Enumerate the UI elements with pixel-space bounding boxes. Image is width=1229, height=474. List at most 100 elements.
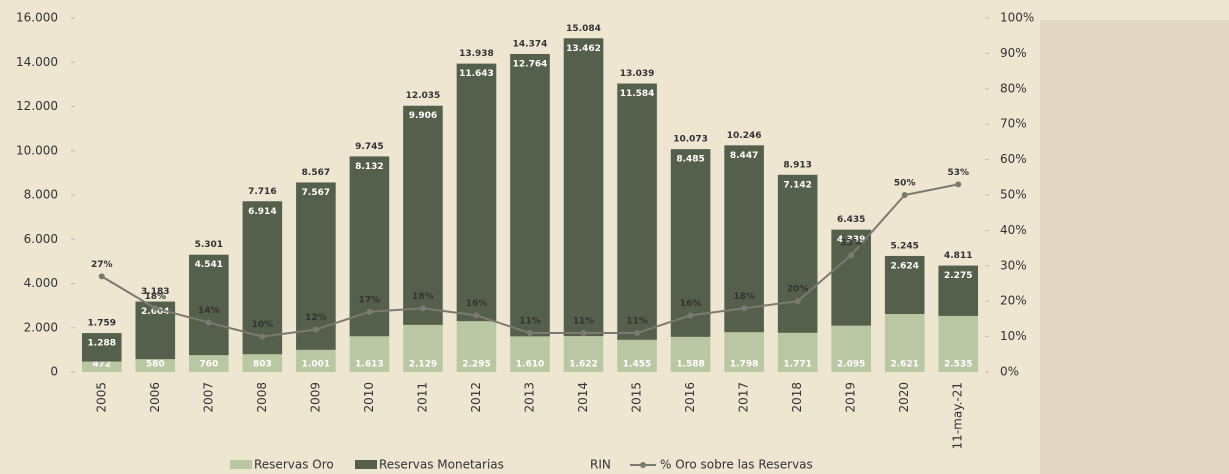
bar-label: 2.275 <box>944 271 972 281</box>
bar-segment <box>617 84 657 340</box>
y2-tick-label: 40% <box>1000 223 1027 237</box>
bar-segment <box>457 64 497 322</box>
line-label: 33% <box>840 239 862 249</box>
y2-tick-label: 10% <box>1000 329 1027 343</box>
y2-tick-label: 60% <box>1000 152 1027 166</box>
y-tick-label: 16.000 <box>16 11 58 25</box>
line-point <box>99 273 105 279</box>
total-label: 10.246 <box>727 131 762 141</box>
y-tick-label: 14.000 <box>16 55 58 69</box>
legend-marker <box>640 462 646 468</box>
y-tick-label: 4.000 <box>24 276 58 290</box>
line-point <box>420 305 426 311</box>
line-label: 17% <box>359 295 381 305</box>
bar-label: 9.906 <box>409 111 437 121</box>
y2-tick-label: 0% <box>1000 365 1019 379</box>
legend-swatch <box>230 460 252 469</box>
line-label: 12% <box>305 313 327 323</box>
bar-label: 803 <box>253 360 272 370</box>
bar-label: 1.613 <box>355 360 383 370</box>
y-tick-label: 0 <box>50 365 58 379</box>
y-tick-label: 6.000 <box>24 232 58 246</box>
bar-label: 8.485 <box>676 155 704 165</box>
total-label: 9.745 <box>355 142 383 152</box>
line-point <box>259 334 265 340</box>
bar-label: 1.288 <box>88 339 116 349</box>
bar-label: 7.567 <box>302 188 330 198</box>
line-label: 20% <box>787 285 809 295</box>
bar-label: 580 <box>146 360 165 370</box>
x-tick-label: 2018 <box>790 382 804 413</box>
bar-label: 6.914 <box>248 207 276 217</box>
bar-label: 1.610 <box>516 360 544 370</box>
y2-tick-label: 70% <box>1000 117 1027 131</box>
x-tick-label: 2007 <box>201 382 215 413</box>
line-label: 16% <box>466 299 488 309</box>
bar-label: 4.541 <box>195 260 223 270</box>
bar-label: 1.455 <box>623 360 651 370</box>
total-label: 8.913 <box>783 160 811 170</box>
line-point <box>634 330 640 336</box>
total-label: 5.245 <box>890 241 918 251</box>
bar-segment <box>564 38 604 336</box>
legend-label: Reservas Monetarias <box>379 458 504 472</box>
line-point <box>206 319 212 325</box>
bar-label: 8.132 <box>355 162 383 172</box>
line-point <box>741 305 747 311</box>
y-tick-label: 8.000 <box>24 188 58 202</box>
y-tick-label: 10.000 <box>16 143 58 157</box>
bar-segment <box>778 175 818 333</box>
bar-label: 2.095 <box>837 360 865 370</box>
y-tick-label: 12.000 <box>16 99 58 113</box>
total-label: 8.567 <box>302 168 330 178</box>
x-tick-label: 11-may.-21 <box>951 382 965 449</box>
legend-label: Reservas Oro <box>254 458 334 472</box>
line-label: 11% <box>626 317 648 327</box>
bar-label: 7.142 <box>783 180 811 190</box>
total-label: 10.073 <box>673 135 708 145</box>
y2-tick-label: 90% <box>1000 46 1027 60</box>
line-point <box>795 298 801 304</box>
y2-tick-label: 30% <box>1000 258 1027 272</box>
bar-label: 11.584 <box>620 89 655 99</box>
line-label: 14% <box>198 306 220 316</box>
legend-swatch <box>355 460 377 469</box>
line-label: 10% <box>252 320 274 330</box>
x-tick-label: 2013 <box>523 382 537 413</box>
bar-label: 1.001 <box>302 360 330 370</box>
line-label: 18% <box>412 292 434 302</box>
bar-label: 1.622 <box>569 360 597 370</box>
bar-label: 1.588 <box>676 360 704 370</box>
bar-label: 2.535 <box>944 360 972 370</box>
line-point <box>152 305 158 311</box>
line-point <box>473 312 479 318</box>
x-tick-label: 2014 <box>576 382 590 413</box>
x-tick-label: 2017 <box>737 382 751 413</box>
bar-label: 1.771 <box>783 360 811 370</box>
banknote-decoration <box>1040 20 1229 474</box>
legend-label: RIN <box>590 458 611 472</box>
line-label: 16% <box>680 299 702 309</box>
y2-tick-label: 80% <box>1000 81 1027 95</box>
line-point <box>688 312 694 318</box>
x-tick-label: 2005 <box>94 382 108 413</box>
total-label: 13.039 <box>620 69 655 79</box>
total-label: 4.811 <box>944 251 972 261</box>
line-point <box>366 309 372 315</box>
bar-label: 1.798 <box>730 360 758 370</box>
bar-label: 2.621 <box>890 360 918 370</box>
line-label: 11% <box>573 317 595 327</box>
total-label: 1.759 <box>88 319 116 329</box>
x-tick-label: 2011 <box>415 382 429 413</box>
x-tick-label: 2016 <box>683 382 697 413</box>
total-label: 7.716 <box>248 187 276 197</box>
total-label: 5.301 <box>195 240 223 250</box>
y2-tick-label: 100% <box>1000 11 1034 25</box>
total-label: 6.435 <box>837 215 865 225</box>
bar-segment <box>243 201 283 354</box>
chart: 02.0004.0006.0008.00010.00012.00014.0001… <box>0 0 1229 474</box>
bar-label: 12.764 <box>513 59 548 69</box>
line-label: 18% <box>733 292 755 302</box>
bar-segment <box>724 145 764 332</box>
line-point <box>848 252 854 258</box>
